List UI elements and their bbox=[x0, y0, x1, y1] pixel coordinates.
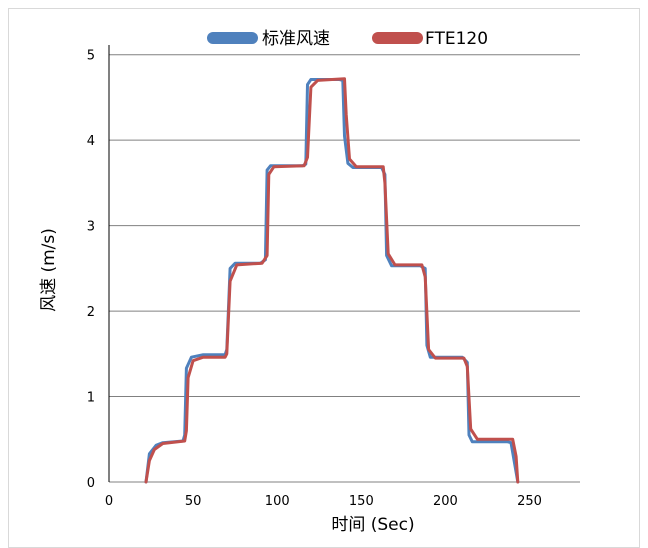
x-tick-label: 100 bbox=[265, 494, 290, 509]
chart-frame bbox=[8, 8, 640, 548]
x-tick-label: 0 bbox=[105, 494, 113, 509]
y-tick-label: 5 bbox=[87, 49, 95, 64]
y-tick-label: 1 bbox=[87, 391, 95, 406]
series-lines bbox=[144, 77, 520, 484]
y-tick-label: 3 bbox=[87, 220, 95, 235]
x-tick-label: 50 bbox=[185, 494, 202, 509]
y-tick-label: 4 bbox=[87, 134, 95, 149]
y-axis-title: 风速 (m/s) bbox=[39, 228, 59, 312]
y-tick-label: 0 bbox=[87, 476, 95, 491]
x-tick-label: 250 bbox=[517, 494, 542, 509]
series-line-1 bbox=[144, 77, 520, 484]
legend-label-1: FTE120 bbox=[425, 29, 488, 49]
legend-label-0: 标准风速 bbox=[262, 29, 330, 49]
x-tick-label: 150 bbox=[349, 494, 374, 509]
y-tick-labels: 0 1 2 3 4 5 bbox=[87, 49, 95, 491]
x-axis-title: 时间 (Sec) bbox=[331, 515, 414, 535]
legend: 标准风速 FTE120 bbox=[207, 29, 488, 49]
chart-svg: 0 1 2 3 4 5 0 50 100 150 200 250 风速 (m/s) 时间 (Sec)… bbox=[39, 29, 580, 535]
y-tick-label: 2 bbox=[87, 305, 95, 320]
x-tick-labels: 0 50 100 150 200 250 bbox=[105, 494, 542, 509]
x-tick-label: 200 bbox=[433, 494, 458, 509]
